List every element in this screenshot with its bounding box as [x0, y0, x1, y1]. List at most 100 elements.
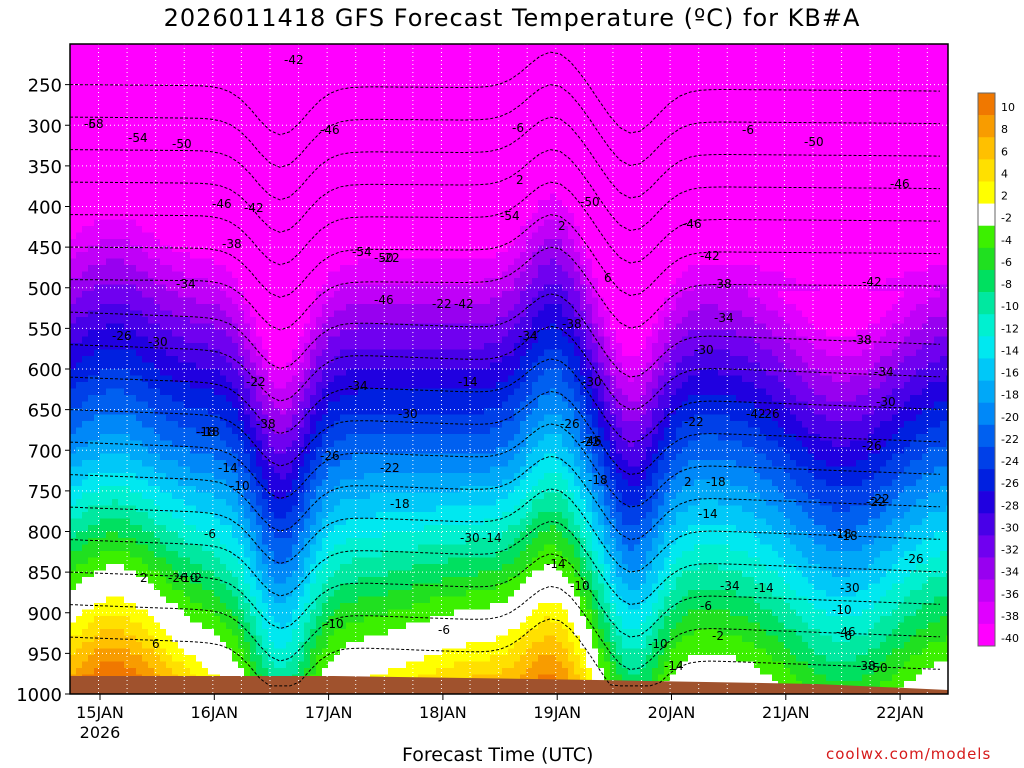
heatmap-cell [94, 135, 101, 142]
heatmap-cell [76, 187, 83, 194]
heatmap-cell [286, 486, 293, 493]
heatmap-cell [310, 492, 317, 500]
heatmap-cell [220, 551, 227, 558]
heatmap-cell [226, 258, 233, 266]
heatmap-cell [82, 473, 89, 480]
heatmap-cell [184, 167, 191, 175]
heatmap-cell [250, 102, 257, 110]
heatmap-cell [172, 661, 179, 669]
heatmap-cell [70, 460, 77, 467]
heatmap-cell [358, 479, 365, 487]
heatmap-cell [112, 336, 119, 344]
heatmap-cell [94, 180, 101, 188]
heatmap-cell [226, 219, 233, 227]
heatmap-cell [226, 395, 233, 402]
heatmap-cell [142, 135, 149, 142]
heatmap-cell [310, 408, 317, 415]
heatmap-cell [364, 570, 371, 578]
heatmap-cell [316, 460, 323, 467]
heatmap-cell [214, 343, 221, 350]
heatmap-cell [118, 187, 125, 194]
heatmap-cell [94, 486, 101, 493]
heatmap-cell [310, 447, 317, 454]
heatmap-cell [202, 102, 209, 110]
heatmap-cell [250, 148, 257, 155]
heatmap-cell [340, 213, 347, 220]
heatmap-cell [358, 590, 365, 597]
heatmap-cell [286, 83, 293, 90]
heatmap-cell [118, 427, 125, 435]
heatmap-cell [172, 89, 179, 97]
heatmap-cell [256, 440, 263, 448]
heatmap-cell [94, 336, 101, 344]
heatmap-cell [310, 609, 317, 617]
heatmap-cell [94, 141, 101, 149]
heatmap-cell [280, 180, 287, 188]
heatmap-cell [142, 180, 149, 188]
heatmap-cell [136, 499, 143, 506]
heatmap-cell [310, 135, 317, 142]
heatmap-cell [160, 375, 167, 383]
heatmap-cell [268, 655, 275, 662]
heatmap-cell [160, 492, 167, 500]
heatmap-cell [256, 336, 263, 344]
heatmap-cell [100, 213, 107, 220]
heatmap-cell [190, 635, 197, 643]
heatmap-cell [94, 616, 101, 623]
heatmap-cell [322, 76, 329, 84]
heatmap-cell [130, 382, 137, 389]
heatmap-cell [160, 200, 167, 207]
heatmap-cell [298, 499, 305, 506]
heatmap-cell [268, 63, 275, 71]
heatmap-cell [346, 375, 353, 383]
heatmap-cell [292, 206, 299, 214]
heatmap-cell [190, 590, 197, 597]
heatmap-cell [70, 63, 77, 71]
heatmap-cell [298, 310, 305, 318]
heatmap-cell [262, 460, 269, 467]
heatmap-cell [154, 609, 161, 617]
heatmap-cell [94, 388, 101, 396]
heatmap-cell [214, 570, 221, 578]
heatmap-cell [118, 239, 125, 246]
heatmap-cell [70, 200, 77, 207]
heatmap-cell [286, 648, 293, 656]
heatmap-cell [364, 466, 371, 474]
heatmap-cell [316, 440, 323, 448]
heatmap-cell [232, 89, 239, 97]
heatmap-cell [160, 512, 167, 519]
heatmap-cell [286, 271, 293, 279]
heatmap-cell [244, 414, 251, 422]
heatmap-cell [202, 174, 209, 181]
heatmap-cell [190, 642, 197, 649]
heatmap-cell [364, 154, 371, 162]
heatmap-cell [232, 258, 239, 266]
heatmap-cell [328, 343, 335, 350]
heatmap-cell [178, 180, 185, 188]
heatmap-cell [340, 616, 347, 623]
heatmap-cell [196, 70, 203, 77]
heatmap-cell [262, 258, 269, 266]
heatmap-cell [358, 63, 365, 71]
heatmap-cell [292, 304, 299, 311]
heatmap-cell [184, 421, 191, 428]
heatmap-cell [142, 661, 149, 669]
heatmap-cell [184, 115, 191, 123]
heatmap-cell [136, 265, 143, 272]
heatmap-cell [238, 408, 245, 415]
heatmap-cell [94, 193, 101, 201]
heatmap-cell [334, 544, 341, 552]
heatmap-cell [328, 278, 335, 285]
heatmap-cell [280, 518, 287, 526]
heatmap-cell [346, 304, 353, 311]
heatmap-cell [280, 369, 287, 376]
heatmap-cell [214, 44, 221, 51]
heatmap-cell [256, 596, 263, 604]
heatmap-cell [274, 284, 281, 292]
heatmap-cell [358, 206, 365, 214]
heatmap-cell [136, 538, 143, 545]
heatmap-cell [130, 544, 137, 552]
heatmap-cell [160, 447, 167, 454]
heatmap-cell [76, 570, 83, 578]
heatmap-cell [172, 499, 179, 506]
